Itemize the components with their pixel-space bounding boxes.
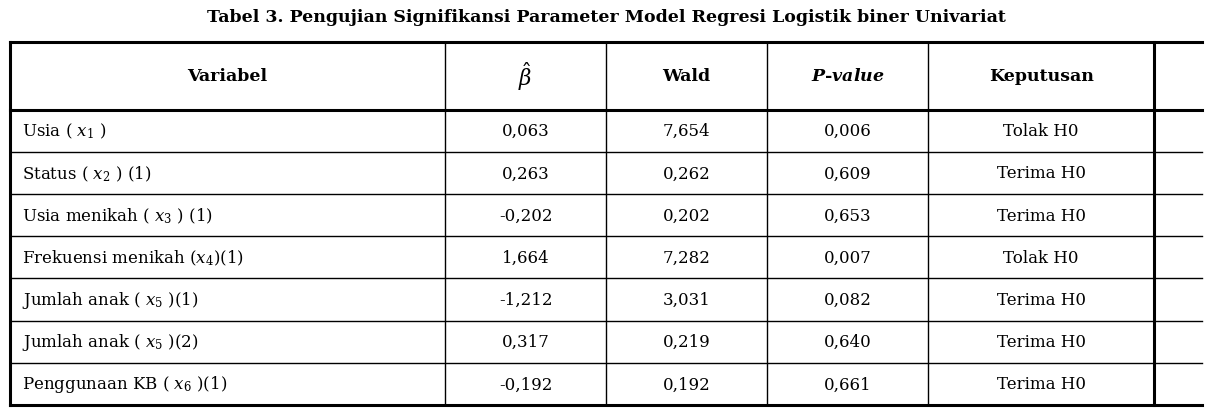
Text: 0,202: 0,202 — [663, 207, 710, 224]
Text: 7,654: 7,654 — [663, 123, 710, 140]
Text: 1,664: 1,664 — [502, 249, 549, 266]
Text: Tolak H0: Tolak H0 — [1004, 249, 1079, 266]
Text: Frekuensi menikah ($x_4$)(1): Frekuensi menikah ($x_4$)(1) — [22, 248, 244, 267]
Text: Terima H0: Terima H0 — [996, 333, 1086, 350]
Text: -0,202: -0,202 — [499, 207, 553, 224]
Text: 0,219: 0,219 — [663, 333, 710, 350]
Text: 0,317: 0,317 — [502, 333, 549, 350]
Text: 0,653: 0,653 — [824, 207, 871, 224]
Text: Status ( $x_2$ ) (1): Status ( $x_2$ ) (1) — [22, 164, 152, 183]
Text: Usia ( $x_1$ ): Usia ( $x_1$ ) — [22, 122, 107, 141]
Text: Terima H0: Terima H0 — [996, 165, 1086, 182]
Text: -1,212: -1,212 — [499, 291, 553, 308]
Text: 0,082: 0,082 — [823, 291, 871, 308]
Text: Terima H0: Terima H0 — [996, 375, 1086, 392]
Text: Tabel 3. Pengujian Signifikansi Parameter Model Regresi Logistik biner Univariat: Tabel 3. Pengujian Signifikansi Paramete… — [206, 9, 1006, 26]
Text: Jumlah anak ( $x_5$ )(2): Jumlah anak ( $x_5$ )(2) — [22, 331, 199, 352]
Text: Usia menikah ( $x_3$ ) (1): Usia menikah ( $x_3$ ) (1) — [22, 206, 213, 225]
Text: Terima H0: Terima H0 — [996, 291, 1086, 308]
Text: 0,063: 0,063 — [502, 123, 549, 140]
Text: $\hat{\beta}$: $\hat{\beta}$ — [519, 60, 532, 93]
Text: Tolak H0: Tolak H0 — [1004, 123, 1079, 140]
Text: -0,192: -0,192 — [499, 375, 553, 392]
Text: 0,263: 0,263 — [502, 165, 549, 182]
Text: 0,262: 0,262 — [663, 165, 710, 182]
Text: 3,031: 3,031 — [663, 291, 710, 308]
Text: Variabel: Variabel — [188, 68, 268, 85]
Text: 7,282: 7,282 — [663, 249, 710, 266]
Text: Wald: Wald — [663, 68, 710, 85]
Text: Jumlah anak ( $x_5$ )(1): Jumlah anak ( $x_5$ )(1) — [22, 289, 199, 310]
Text: 0,661: 0,661 — [824, 375, 871, 392]
Text: $\bfit{P}$-$\bfit{value}$: $\bfit{P}$-$\bfit{value}$ — [811, 68, 885, 85]
Text: Penggunaan KB ( $x_6$ )(1): Penggunaan KB ( $x_6$ )(1) — [22, 373, 227, 394]
Text: 0,609: 0,609 — [824, 165, 871, 182]
Text: Terima H0: Terima H0 — [996, 207, 1086, 224]
Text: 0,006: 0,006 — [823, 123, 871, 140]
Text: 0,007: 0,007 — [823, 249, 871, 266]
Text: 0,640: 0,640 — [823, 333, 871, 350]
Text: 0,192: 0,192 — [663, 375, 710, 392]
Text: Keputusan: Keputusan — [989, 68, 1093, 85]
